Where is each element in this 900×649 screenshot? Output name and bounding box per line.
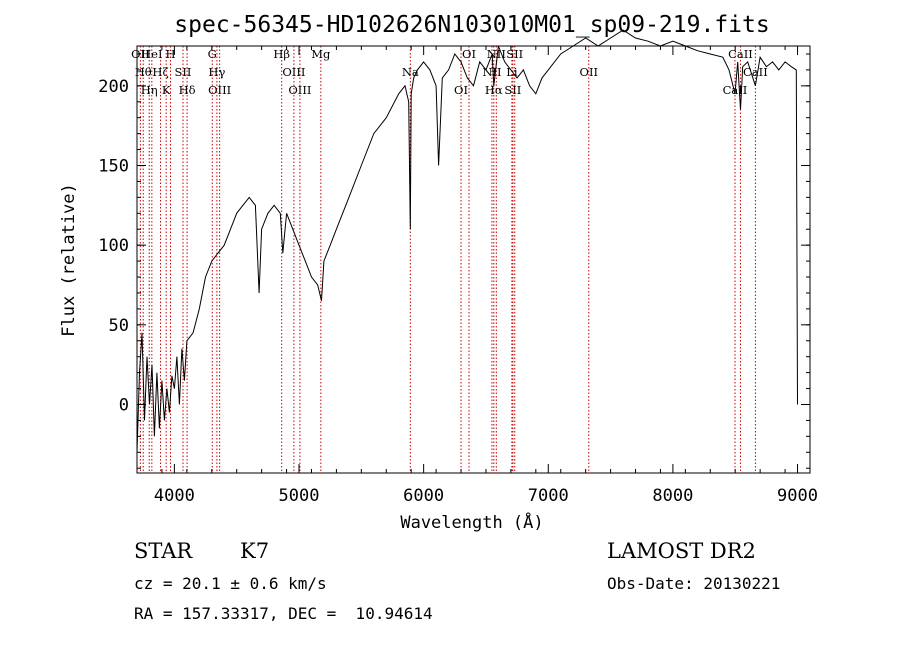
y-axis-ticks: 0 50 100 150 200 — [98, 53, 810, 469]
line-label: H — [166, 47, 176, 61]
line-label: G — [208, 47, 217, 61]
object-subclass: K7 — [240, 539, 270, 563]
y-axis-label: Flux (relative) — [59, 183, 79, 337]
chart-title: spec-56345-HD102626N103010M01_sp09-219.f… — [174, 12, 769, 38]
spectral-line-markers — [139, 46, 756, 473]
x-tick-label: 6000 — [403, 486, 444, 506]
y-tick-label: 200 — [98, 77, 129, 97]
x-tick-label: 8000 — [652, 486, 693, 506]
line-label: OIII — [288, 83, 311, 97]
line-label: K — [162, 83, 171, 97]
line-label: Mg — [311, 47, 331, 61]
y-tick-label: 0 — [119, 395, 129, 415]
line-label: CaII — [728, 47, 753, 61]
line-label: Hβ — [273, 47, 290, 61]
x-tick-label: 4000 — [154, 486, 195, 506]
line-label: Hγ — [208, 65, 225, 79]
redshift-readout: cz = 20.1 ± 0.6 km/s — [134, 574, 327, 593]
obs-date: Obs-Date: 20130221 — [607, 574, 781, 593]
line-label: SII — [506, 47, 523, 61]
line-label: Hζ — [152, 65, 168, 79]
line-label: OI — [462, 47, 476, 61]
x-axis-ticks: 4000 5000 6000 7000 8000 9000 — [136, 46, 818, 506]
spectrum-line — [136, 29, 798, 453]
line-label: SII — [175, 65, 192, 79]
y-tick-label: 150 — [98, 156, 129, 176]
object-class: STAR — [134, 539, 193, 563]
coordinates-readout: RA = 157.33317, DEC = 10.94614 — [134, 604, 433, 623]
line-label: NII — [487, 47, 506, 61]
line-label: CaII — [743, 65, 768, 79]
y-tick-label: 50 — [109, 316, 129, 336]
line-label: OI — [454, 83, 468, 97]
x-tick-label: 7000 — [528, 486, 569, 506]
line-label: SII — [504, 83, 521, 97]
line-label: Hδ — [179, 83, 196, 97]
line-label: OIII — [282, 65, 305, 79]
plot-frame — [136, 45, 811, 474]
line-label: HeI — [141, 47, 162, 61]
x-tick-label: 5000 — [279, 486, 320, 506]
line-label: Hα — [485, 83, 503, 97]
spectral-line-labels: OIIHθHηHeIHζKHSIIHδGHγOIIIHβOIIIOIIIMgNa… — [131, 47, 768, 97]
x-tick-label: 9000 — [777, 486, 818, 506]
survey-name: LAMOST DR2 — [607, 539, 756, 563]
x-axis-label: Wavelength (Å) — [400, 511, 543, 533]
y-tick-label: 100 — [98, 236, 129, 256]
line-label: OII — [580, 65, 599, 79]
line-label: Hθ — [135, 65, 152, 79]
line-label: OIII — [208, 83, 231, 97]
line-label: NII — [482, 65, 501, 79]
line-label: Hη — [141, 83, 158, 97]
